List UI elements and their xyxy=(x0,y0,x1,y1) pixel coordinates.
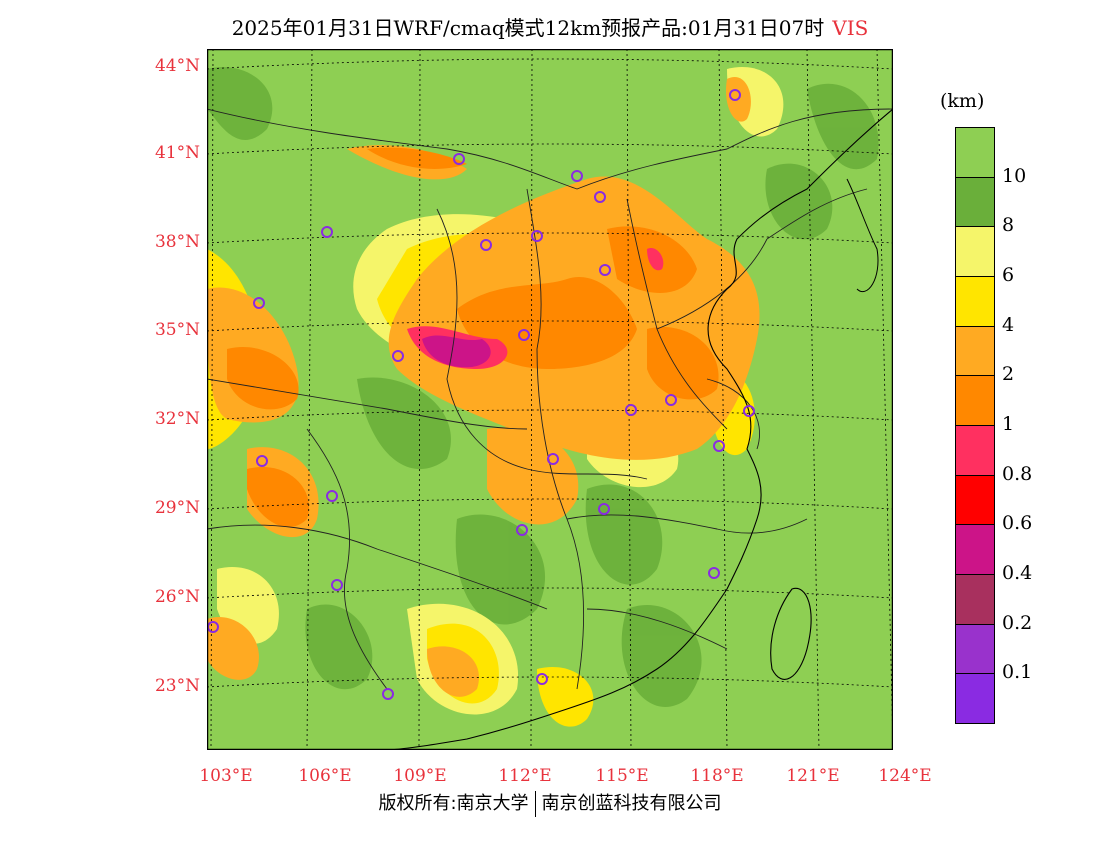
site-marker xyxy=(598,503,610,515)
site-marker xyxy=(743,405,755,417)
site-marker xyxy=(547,453,559,465)
site-marker xyxy=(729,89,741,101)
site-markers xyxy=(207,89,755,700)
lon-label-106e: 106°E xyxy=(298,766,352,786)
copyright-text: 版权所有:南京大学 xyxy=(378,793,529,814)
site-marker xyxy=(516,524,528,536)
legend-swatch xyxy=(955,375,995,426)
title-variable: VIS xyxy=(832,16,869,40)
site-marker xyxy=(321,226,333,238)
lat-label-35n: 35°N xyxy=(154,320,200,340)
legend-label: 0.1 xyxy=(1002,661,1033,684)
province-boundaries xyxy=(207,108,893,690)
legend-swatch xyxy=(955,276,995,327)
legend-swatch xyxy=(955,673,995,724)
legend-label: 0.4 xyxy=(1002,562,1033,584)
lat-label-32n: 32°N xyxy=(154,409,200,429)
legend-swatch xyxy=(955,623,995,675)
site-marker xyxy=(665,394,677,406)
lon-label-115e: 115°E xyxy=(595,766,649,786)
legend-unit: (km) xyxy=(940,90,985,112)
lon-label-121e: 121°E xyxy=(786,766,840,786)
site-marker xyxy=(326,490,338,502)
site-marker xyxy=(571,170,583,182)
lon-label-124e: 124°E xyxy=(878,766,932,786)
legend-label: 0.6 xyxy=(1002,512,1033,535)
legend-label: 1 xyxy=(1002,413,1015,435)
legend-label: 2 xyxy=(1002,363,1015,386)
legend-label: 10 xyxy=(1002,164,1027,187)
site-marker xyxy=(518,329,530,341)
map-title: 2025年01月31日WRF/cmaq模式12km预报产品:01月31日07时 V… xyxy=(0,12,1100,41)
site-marker xyxy=(713,440,725,452)
legend-swatch xyxy=(955,425,995,476)
band-04-06 xyxy=(422,335,491,368)
site-marker xyxy=(256,455,268,467)
legend-label: 4 xyxy=(1002,313,1015,336)
company-text: 南京创蓝科技有限公司 xyxy=(541,793,722,814)
legend-swatch xyxy=(955,474,995,526)
lat-label-23n: 23°N xyxy=(154,676,200,696)
site-marker xyxy=(331,579,343,591)
site-marker xyxy=(392,350,404,362)
legend-swatch xyxy=(955,226,995,277)
band-8-10 xyxy=(207,67,879,707)
lat-label-44n: 44°N xyxy=(154,56,200,76)
title-main: 2025年01月31日WRF/cmaq模式12km预报产品:01月31日07时 xyxy=(231,16,825,40)
lat-label-38n: 38°N xyxy=(154,232,200,252)
legend-label: 0.8 xyxy=(1002,462,1033,485)
site-marker xyxy=(453,153,465,165)
site-marker xyxy=(480,239,492,251)
lon-label-109e: 109°E xyxy=(393,766,447,786)
site-marker xyxy=(531,230,543,242)
legend-label: 8 xyxy=(1002,214,1015,237)
korea-outline xyxy=(846,178,879,292)
visibility-map xyxy=(207,49,893,750)
site-marker xyxy=(253,297,265,309)
lon-label-103e: 103°E xyxy=(199,766,253,786)
coastline xyxy=(386,108,893,750)
footer-separator xyxy=(534,791,536,817)
site-marker xyxy=(599,264,611,276)
legend-label: 0.2 xyxy=(1002,611,1033,634)
lat-label-29n: 29°N xyxy=(154,498,200,518)
lon-label-118e: 118°E xyxy=(690,766,744,786)
legend-swatch xyxy=(955,176,995,228)
graticule xyxy=(207,49,893,750)
legend-swatch xyxy=(955,127,995,178)
taiwan-outline xyxy=(770,587,812,680)
lat-label-26n: 26°N xyxy=(154,587,200,607)
legend-swatch xyxy=(955,574,995,625)
site-marker xyxy=(382,688,394,700)
site-marker xyxy=(708,567,720,579)
footer-credits: 版权所有:南京大学 南京创蓝科技有限公司 xyxy=(0,789,1100,817)
legend-swatch xyxy=(955,325,995,377)
color-legend xyxy=(955,127,995,724)
legend-label: 6 xyxy=(1002,264,1015,286)
legend-swatch xyxy=(955,524,995,575)
site-marker xyxy=(536,673,548,685)
lon-label-112e: 112°E xyxy=(498,766,552,786)
map-frame xyxy=(207,49,893,750)
site-marker xyxy=(625,404,637,416)
lat-label-41n: 41°N xyxy=(154,143,200,163)
site-marker xyxy=(594,191,606,203)
